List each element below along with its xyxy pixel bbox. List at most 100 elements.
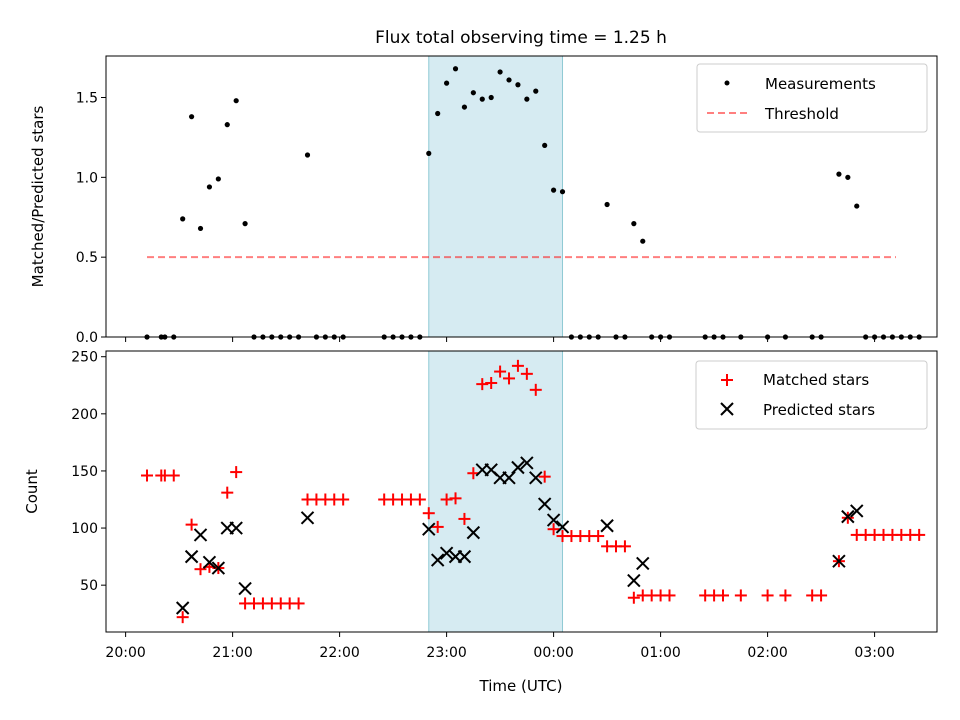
measurement-point bbox=[242, 221, 248, 227]
x-tick-label: 23:00 bbox=[426, 645, 466, 661]
legend-matched-marker bbox=[721, 374, 733, 386]
predicted-star-point bbox=[555, 520, 570, 534]
legend-matched-label: Matched stars bbox=[763, 371, 869, 389]
x-tick-label: 00:00 bbox=[533, 645, 573, 661]
matched-star-point bbox=[185, 518, 198, 531]
predicted-star-point bbox=[229, 521, 243, 535]
bottom-y-tick-label: 150 bbox=[71, 464, 98, 480]
predicted-star-point bbox=[457, 549, 472, 564]
predicted-star-point bbox=[175, 601, 190, 615]
measurement-point bbox=[426, 150, 432, 156]
matched-star-point bbox=[663, 589, 676, 602]
top-highlight-span bbox=[428, 55, 564, 338]
predicted-star-point bbox=[202, 555, 217, 570]
predicted-star-point bbox=[537, 497, 552, 511]
matched-star-point bbox=[627, 591, 640, 604]
predicted-star-point bbox=[211, 561, 226, 575]
predicted-star-point bbox=[238, 581, 252, 596]
x-tick-label: 21:00 bbox=[212, 645, 252, 661]
matched-star-point bbox=[485, 376, 498, 389]
measurement-point bbox=[542, 142, 548, 149]
bottom-legend-box bbox=[695, 360, 928, 430]
measurement-point bbox=[180, 216, 186, 222]
x-tick-label: 22:00 bbox=[319, 645, 359, 661]
predicted-star-point bbox=[636, 556, 650, 571]
bottom-y-axis-label: Count bbox=[23, 469, 41, 514]
predicted-star-point bbox=[422, 522, 436, 536]
measurement-point bbox=[497, 69, 503, 75]
matched-star-point bbox=[458, 512, 471, 525]
measurement-point bbox=[836, 171, 842, 177]
legend-threshold-label: Threshold bbox=[764, 105, 839, 123]
measurement-points bbox=[144, 66, 922, 340]
predicted-star-point bbox=[193, 528, 208, 542]
predicted-star-point bbox=[466, 525, 481, 540]
matched-star-point bbox=[413, 493, 426, 506]
bottom-legend: Matched stars Predicted stars bbox=[695, 360, 928, 430]
predicted-star-point bbox=[850, 504, 864, 518]
measurement-point bbox=[550, 187, 557, 193]
bottom-y-tick-label: 250 bbox=[71, 350, 98, 366]
measurement-point bbox=[488, 94, 494, 101]
measurement-point bbox=[533, 88, 539, 94]
measurement-point bbox=[197, 225, 204, 232]
x-tick-label: 20:00 bbox=[105, 645, 145, 661]
predicted-star-point bbox=[300, 511, 315, 525]
predicted-star-point bbox=[600, 519, 614, 533]
top-y-tick-label: 1.5 bbox=[76, 91, 98, 107]
legend-predicted-marker bbox=[720, 402, 734, 416]
matched-star-point bbox=[494, 365, 507, 378]
matched-star-point bbox=[194, 563, 207, 576]
measurement-point bbox=[435, 110, 441, 117]
measurement-point bbox=[559, 189, 566, 195]
matched-star-point bbox=[520, 367, 533, 380]
matched-star-point bbox=[167, 469, 180, 482]
matched-star-point bbox=[815, 589, 828, 602]
matched-star-point bbox=[221, 486, 234, 499]
predicted-star-point bbox=[832, 554, 846, 568]
top-y-axis-label: Matched/Predicted stars bbox=[29, 106, 47, 288]
measurement-point bbox=[479, 96, 485, 102]
matched-star-point bbox=[592, 530, 605, 543]
bottom-plot-frame bbox=[105, 350, 938, 633]
top-x-ticks bbox=[125, 337, 876, 342]
measurement-point bbox=[604, 201, 610, 208]
matched-star-point bbox=[141, 469, 154, 482]
measurement-point bbox=[631, 221, 637, 227]
measurement-point bbox=[506, 77, 512, 83]
matched-star-point bbox=[467, 467, 480, 480]
measurement-point bbox=[224, 122, 230, 128]
predicted-star-point bbox=[546, 513, 561, 527]
bottom-y-tick-label: 50 bbox=[80, 578, 98, 594]
measurement-point bbox=[215, 176, 221, 182]
top-y-tick-label: 1.0 bbox=[76, 170, 98, 186]
matched-star-point bbox=[547, 523, 560, 536]
measurement-point bbox=[304, 152, 311, 158]
bottom-y-tick-label: 100 bbox=[71, 521, 98, 537]
measurement-point bbox=[470, 90, 476, 96]
matched-star-point bbox=[440, 493, 453, 506]
matched-star-point bbox=[529, 383, 542, 396]
measurement-point bbox=[206, 184, 213, 190]
matched-star-point bbox=[337, 493, 350, 506]
matched-star-point bbox=[761, 589, 774, 602]
measurement-point bbox=[640, 238, 646, 244]
matched-star-point bbox=[431, 520, 444, 533]
figure-title: Flux total observing time = 1.25 h bbox=[375, 28, 667, 48]
top-y-ticks: 0.0 0.5 1.0 1.5 bbox=[76, 91, 106, 346]
matched-star-point bbox=[230, 466, 243, 479]
measurement-point bbox=[854, 203, 860, 209]
predicted-star-point bbox=[529, 471, 543, 485]
predicted-star-point bbox=[430, 553, 445, 567]
top-plot-panel: 0.0 0.5 1.0 1.5 Matched/Predicted stars Mea… bbox=[29, 55, 938, 346]
matched-star-point bbox=[538, 470, 551, 483]
measurement-point bbox=[845, 174, 851, 180]
bottom-x-ticks: 20:00 21:00 22:00 23:00 00:00 01:00 02:00 03:00 bbox=[105, 632, 895, 661]
matched-star-point bbox=[618, 540, 631, 553]
top-y-tick-label: 0.5 bbox=[76, 250, 98, 266]
matched-star-point bbox=[503, 372, 516, 385]
predicted-star-point bbox=[439, 546, 454, 560]
matched-star-point bbox=[176, 611, 189, 624]
measurement-point bbox=[233, 98, 239, 104]
measurement-point bbox=[524, 96, 530, 102]
